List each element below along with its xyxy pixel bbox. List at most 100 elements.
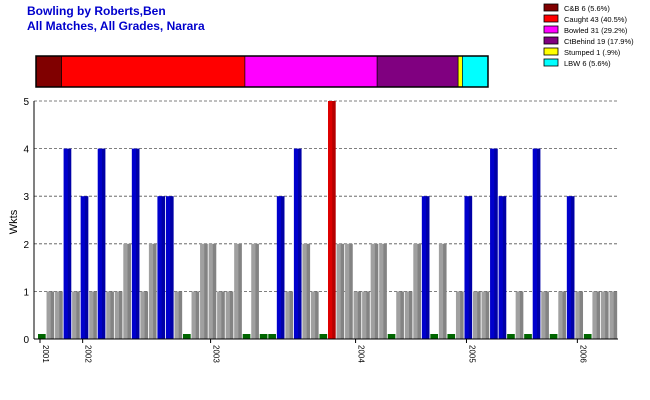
bar <box>421 196 430 339</box>
bar-shade <box>67 148 72 339</box>
bar-shade <box>613 291 618 339</box>
bar <box>430 334 439 339</box>
dismissal-segment <box>376 55 459 88</box>
bar-shade <box>340 243 345 339</box>
bar-shade <box>229 291 234 339</box>
bar <box>165 196 174 339</box>
bar <box>362 291 370 339</box>
bar-shade <box>400 291 404 339</box>
bar <box>234 243 242 339</box>
bar <box>200 243 208 339</box>
y-tick-label: 4 <box>23 145 29 156</box>
legend-swatch <box>543 58 559 67</box>
bar <box>396 291 404 339</box>
bar <box>404 291 413 339</box>
bar-shade <box>136 148 140 339</box>
bar-shade <box>204 243 208 339</box>
bar-shade <box>212 243 217 339</box>
bar <box>328 101 336 339</box>
bar <box>549 334 558 339</box>
dismissal-segment <box>244 55 378 88</box>
bar-shade <box>161 196 166 339</box>
chart-title-line2: All Matches, All Grades, Narara <box>27 19 205 33</box>
bar-shade <box>221 291 225 339</box>
bar <box>319 334 328 339</box>
bar <box>259 334 268 339</box>
bar <box>558 291 566 339</box>
legend-label: Caught 43 (40.5%) <box>564 15 627 24</box>
bar-shade <box>349 243 353 339</box>
bar-shade <box>417 243 421 339</box>
bar <box>89 291 97 339</box>
bar-shade <box>110 291 114 339</box>
bar-shade <box>281 196 285 339</box>
bar-shade <box>153 243 157 339</box>
bar-shade <box>195 291 200 339</box>
bar <box>515 291 524 339</box>
legend-swatch <box>543 36 559 45</box>
y-tick-label: 5 <box>23 97 29 108</box>
bar <box>498 196 507 339</box>
bar <box>242 334 251 339</box>
x-tick-label: 2004 <box>357 345 366 363</box>
bar <box>123 243 131 339</box>
bar-shade <box>178 291 183 339</box>
bar <box>174 291 183 339</box>
bar-shade <box>545 291 549 339</box>
legend-label: Stumped 1 (.9%) <box>564 48 621 57</box>
bar <box>447 334 456 339</box>
bar <box>541 291 549 339</box>
x-tick-label: 2005 <box>467 345 476 363</box>
bar-shade <box>93 291 97 339</box>
bar <box>609 291 618 339</box>
legend-swatch <box>543 47 559 56</box>
bar <box>225 291 234 339</box>
bar-shade <box>59 291 63 339</box>
bar-shade <box>468 196 473 339</box>
bar <box>251 243 259 339</box>
bar-shade <box>477 291 481 339</box>
x-tick-label: 2002 <box>84 345 93 363</box>
bar-shade <box>118 291 123 339</box>
bar <box>183 334 191 339</box>
bar-shade <box>383 243 387 339</box>
bar-shade <box>562 291 566 339</box>
bar <box>438 243 447 339</box>
dismissal-segment <box>35 55 62 88</box>
bar <box>208 243 217 339</box>
legend-label: Bowled 31 (29.2%) <box>564 26 628 35</box>
bar <box>370 243 379 339</box>
bar <box>191 291 200 339</box>
bar <box>566 196 575 339</box>
bar <box>114 291 123 339</box>
bar-shade <box>605 291 609 339</box>
dismissal-breakdown-bar <box>35 55 489 88</box>
bar <box>131 148 140 339</box>
bar <box>80 196 89 339</box>
bar <box>97 148 106 339</box>
bar <box>490 148 498 339</box>
bar-shade <box>127 243 131 339</box>
legend-label: LBW 6 (5.6%) <box>564 59 611 68</box>
bar <box>345 243 353 339</box>
bar <box>600 291 609 339</box>
bar <box>63 148 72 339</box>
bar <box>592 291 601 339</box>
bar <box>72 291 80 339</box>
bar <box>55 291 63 339</box>
bar-shade <box>408 291 413 339</box>
bar-shade <box>357 291 362 339</box>
bar <box>285 291 294 339</box>
bar <box>473 291 481 339</box>
bar <box>387 334 396 339</box>
bar <box>217 291 225 339</box>
bar <box>46 291 55 339</box>
bar-shade <box>374 243 379 339</box>
bar-shade <box>443 243 447 339</box>
bar-shade <box>76 291 80 339</box>
legend-label: C&B 6 (5.6%) <box>564 4 610 13</box>
bar-shade <box>502 196 507 339</box>
bar-shade <box>366 291 370 339</box>
legend-label: CtBehind 19 (17.9%) <box>564 37 634 46</box>
bar <box>148 243 157 339</box>
